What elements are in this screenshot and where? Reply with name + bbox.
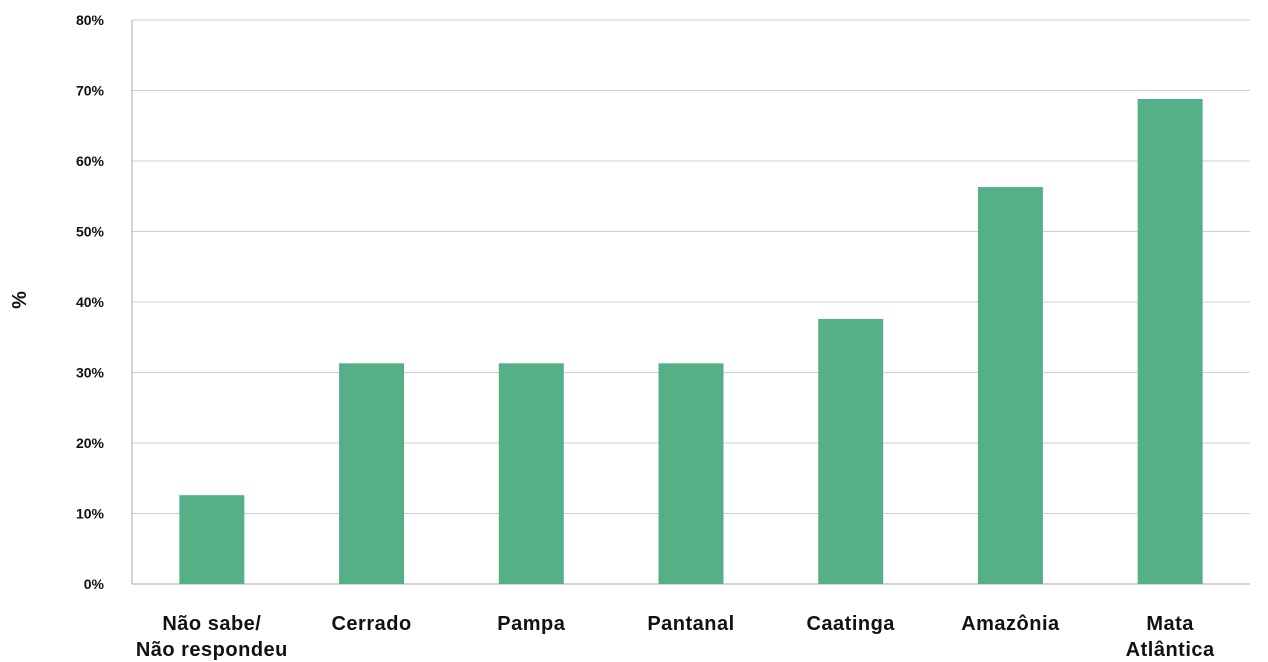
- x-category-label: Não sabe/Não respondeu: [136, 613, 288, 661]
- bar: [658, 363, 724, 584]
- bar: [1137, 98, 1203, 585]
- y-tick-label: 50%: [76, 224, 105, 240]
- y-tick-label: 70%: [76, 83, 105, 99]
- bar: [339, 363, 405, 584]
- y-axis-ticks: 0% 10% 20% 30% 40% 50% 60% 70% 80%: [76, 12, 105, 592]
- y-tick-label: 20%: [76, 435, 105, 451]
- x-axis-labels: Não sabe/Não respondeu Cerrado Pampa Pantan…: [136, 613, 1215, 661]
- y-tick-label: 0%: [84, 576, 105, 592]
- x-category-label: Caatinga: [806, 613, 895, 635]
- bar: [498, 363, 564, 584]
- gridlines: [131, 19, 1250, 585]
- bar: [179, 495, 245, 584]
- y-tick-label: 60%: [76, 153, 105, 169]
- y-tick-label: 40%: [76, 294, 105, 310]
- x-category-label: Amazônia: [961, 613, 1060, 635]
- y-axis-label: %: [9, 291, 31, 309]
- bar: [818, 318, 884, 584]
- x-category-label: Pantanal: [647, 613, 734, 635]
- x-category-label: Pampa: [497, 613, 565, 635]
- x-category-label: Mata Atlântica: [1126, 613, 1215, 661]
- bar: [977, 187, 1043, 584]
- y-tick-label: 80%: [76, 12, 105, 28]
- y-tick-label: 10%: [76, 506, 105, 522]
- bars: [179, 98, 1203, 585]
- y-tick-label: 30%: [76, 365, 105, 381]
- x-category-label: Cerrado: [331, 613, 411, 635]
